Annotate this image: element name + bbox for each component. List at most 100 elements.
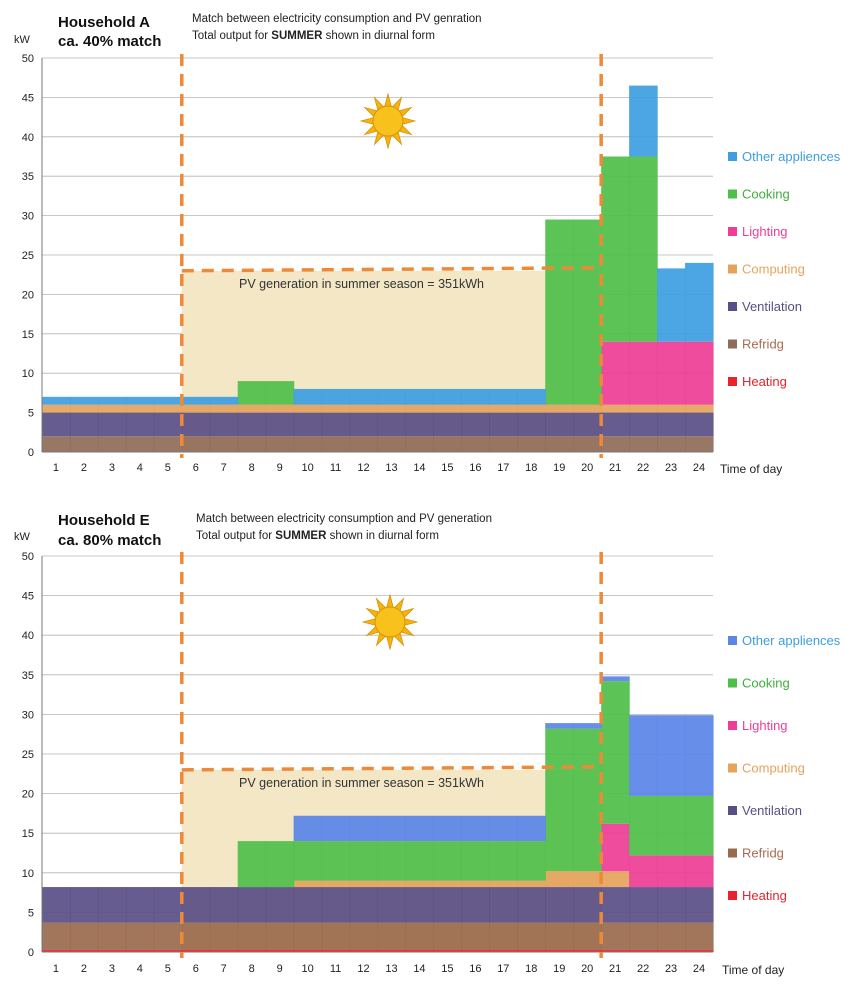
bar-segment xyxy=(433,922,462,950)
bar-segment xyxy=(433,436,462,452)
sun-ray xyxy=(384,135,392,150)
bar-segment xyxy=(657,855,686,888)
bar-segment xyxy=(69,436,99,452)
bar-segment xyxy=(265,381,295,405)
x-axis-title: Time of day xyxy=(720,462,782,476)
sun-disc xyxy=(374,606,406,638)
bar-segment xyxy=(349,436,379,452)
bar-segment xyxy=(153,404,183,413)
sun-ray xyxy=(359,117,374,125)
bar-segment xyxy=(42,404,71,413)
legend-label: Heating xyxy=(742,888,787,903)
bar-segment xyxy=(685,262,714,342)
legend-swatch xyxy=(728,806,737,815)
x-tick-label: 21 xyxy=(609,963,621,975)
bar-segment xyxy=(461,949,490,952)
bar-segment xyxy=(433,880,462,888)
bar-segment xyxy=(209,396,239,405)
bar-segment xyxy=(97,436,127,452)
bar-segment xyxy=(489,436,518,452)
legend-swatch xyxy=(728,848,737,858)
x-tick-label: 24 xyxy=(693,462,705,474)
bar-segment xyxy=(517,436,546,452)
bar-segment xyxy=(265,841,295,888)
x-tick-label: 11 xyxy=(330,963,341,975)
x-tick-label: 12 xyxy=(357,963,369,975)
bar-segment xyxy=(293,880,323,888)
panel-title: Household E xyxy=(58,512,150,529)
bar-segment xyxy=(405,412,435,437)
bar-segment xyxy=(405,922,435,950)
x-tick-label: 6 xyxy=(193,963,199,975)
bar-segment xyxy=(545,723,574,729)
bar-segment xyxy=(349,404,379,413)
bar-segment xyxy=(685,949,714,952)
legend-swatch xyxy=(728,763,737,773)
bar-segment xyxy=(265,922,295,950)
legend-label: Refridg xyxy=(742,846,784,861)
bar-segment xyxy=(489,887,518,923)
x-tick-label: 5 xyxy=(165,963,171,975)
bar-segment xyxy=(573,219,602,405)
bar-segment xyxy=(293,388,323,405)
bar-segment xyxy=(629,85,658,157)
y-tick-label: 50 xyxy=(22,551,34,563)
x-tick-label: 17 xyxy=(497,462,509,474)
bar-segment xyxy=(405,841,435,881)
y-tick-label: 40 xyxy=(22,630,34,642)
bar-segment xyxy=(629,436,658,452)
bar-segment xyxy=(545,404,574,413)
x-tick-label: 20 xyxy=(581,462,593,474)
bar-segment xyxy=(601,887,630,923)
x-tick-label: 11 xyxy=(330,462,341,474)
bar-segment xyxy=(601,922,630,950)
legend-label: Computing xyxy=(742,262,805,277)
legend-label: Computing xyxy=(742,761,805,776)
bar-segment xyxy=(349,949,379,952)
legend-swatch xyxy=(728,152,737,161)
bar-segment xyxy=(42,412,71,437)
bar-segment xyxy=(405,815,435,842)
pv-level-line xyxy=(181,266,602,273)
bar-segment xyxy=(517,404,546,413)
bar-segment xyxy=(629,855,658,888)
bar-segment xyxy=(629,412,658,437)
x-tick-label: 19 xyxy=(553,963,565,975)
bar-segment xyxy=(97,887,127,923)
bar-segment xyxy=(377,922,407,950)
sun-ray xyxy=(404,618,419,626)
bar-segment xyxy=(181,949,211,952)
bar-segment xyxy=(153,412,183,437)
bar-segment xyxy=(461,922,490,950)
bar-segment xyxy=(293,404,323,413)
bar-segment xyxy=(349,880,379,888)
bar-segment xyxy=(657,436,686,452)
bar-segment xyxy=(545,871,574,888)
bar-segment xyxy=(97,396,127,405)
x-tick-label: 1 xyxy=(53,963,59,975)
x-axis-title: Time of day xyxy=(722,963,784,977)
bar-segment xyxy=(601,412,630,437)
bar-segment xyxy=(573,728,602,872)
legend-swatch xyxy=(728,636,737,645)
bar-segment xyxy=(125,404,155,413)
bar-segment xyxy=(237,436,267,452)
bar-segment xyxy=(181,922,211,950)
panel-subtitle: ca. 80% match xyxy=(58,532,161,549)
bar-segment xyxy=(237,381,267,405)
bar-segment xyxy=(321,887,351,923)
bar-segment xyxy=(461,880,490,888)
x-tick-label: 4 xyxy=(137,963,143,975)
bar-segment xyxy=(433,815,462,842)
x-tick-label: 22 xyxy=(637,462,649,474)
bar-segment xyxy=(209,404,239,413)
bar-segment xyxy=(42,436,71,452)
bar-segment xyxy=(181,396,211,405)
bar-segment xyxy=(405,880,435,888)
y-tick-label: 45 xyxy=(22,92,34,104)
bar-segment xyxy=(657,715,686,796)
bar-segment xyxy=(237,887,267,923)
x-tick-label: 15 xyxy=(441,963,453,975)
bar-segment xyxy=(433,404,462,413)
